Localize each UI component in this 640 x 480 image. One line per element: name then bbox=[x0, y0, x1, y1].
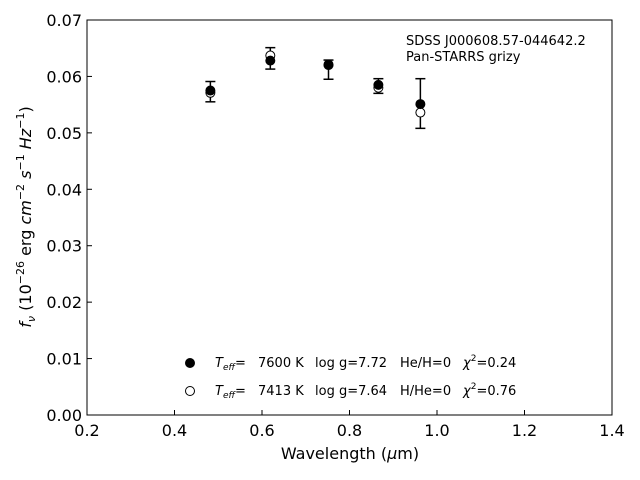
x-tick-label: 0.6 bbox=[249, 421, 274, 440]
axis-ticks: 0.2 0.4 0.6 0.8 1.0 1.2 1.4 0.00 0.01 0.02 0.03 0.0… bbox=[46, 11, 624, 440]
y-tick-label: 0.03 bbox=[46, 237, 82, 256]
model-point-filled bbox=[373, 79, 384, 90]
y-tick-label: 0.01 bbox=[46, 350, 82, 369]
x-tick-label: 0.8 bbox=[337, 421, 362, 440]
data-points bbox=[205, 46, 426, 130]
model-point-filled bbox=[323, 60, 334, 71]
model-point-filled bbox=[415, 99, 426, 110]
x-tick-label: 0.2 bbox=[74, 421, 99, 440]
y-tick-label: 0.05 bbox=[46, 124, 82, 143]
legend-marker-filled bbox=[185, 358, 195, 368]
y-tick-label: 0.07 bbox=[46, 11, 82, 30]
x-tick-label: 0.4 bbox=[162, 421, 187, 440]
x-tick-label: 1.0 bbox=[424, 421, 449, 440]
legend-marker-open bbox=[185, 386, 195, 396]
annotation-line-1: SDSS J000608.57-044642.2 bbox=[406, 34, 586, 49]
y-tick-label: 0.02 bbox=[46, 293, 82, 312]
y-axis-label: fν (10−26 erg cm−2 s−1 Hz−1) bbox=[14, 106, 38, 327]
y-tick-label: 0.06 bbox=[46, 67, 82, 86]
model-point-open bbox=[415, 107, 426, 118]
annotation-line-2: Pan-STARRS grizy bbox=[406, 50, 521, 65]
x-tick-label: 1.2 bbox=[512, 421, 537, 440]
model-point-filled bbox=[265, 55, 276, 66]
x-tick-label: 1.4 bbox=[599, 421, 624, 440]
y-tick-label: 0.04 bbox=[46, 180, 82, 199]
model-point-filled bbox=[205, 85, 216, 96]
x-axis-label: Wavelength (μm) bbox=[281, 444, 419, 463]
y-tick-label: 0.00 bbox=[46, 406, 82, 425]
